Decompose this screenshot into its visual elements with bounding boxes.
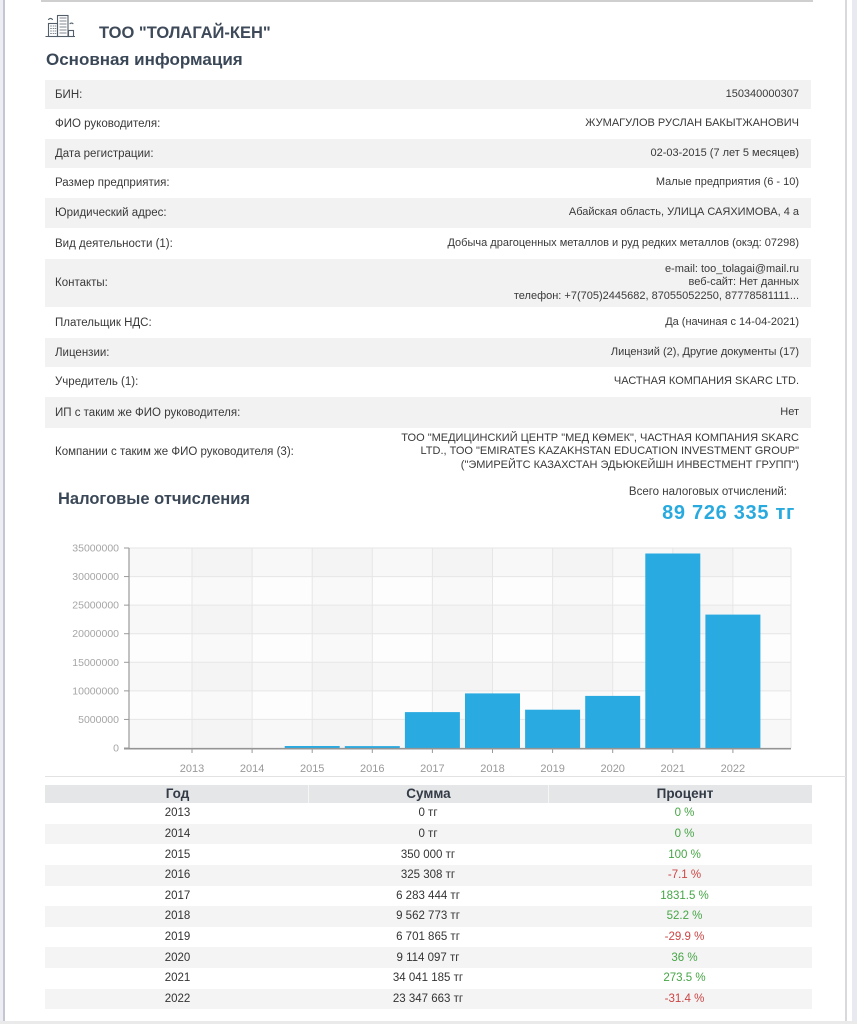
svg-text:2014: 2014	[240, 763, 264, 775]
svg-text:10000000: 10000000	[72, 685, 119, 697]
svg-text:0: 0	[113, 743, 119, 755]
svg-text:5000000: 5000000	[78, 714, 119, 726]
svg-text:30000000: 30000000	[72, 571, 119, 583]
svg-text:2021: 2021	[661, 763, 685, 775]
svg-text:2015: 2015	[300, 763, 324, 775]
svg-text:2018: 2018	[480, 763, 504, 775]
svg-text:2013: 2013	[180, 763, 204, 775]
svg-text:25000000: 25000000	[72, 600, 119, 612]
svg-text:2020: 2020	[600, 763, 624, 775]
svg-text:2017: 2017	[420, 763, 444, 775]
svg-text:20000000: 20000000	[72, 628, 119, 640]
svg-text:2019: 2019	[540, 763, 564, 775]
svg-text:15000000: 15000000	[72, 657, 119, 669]
svg-text:35000000: 35000000	[72, 543, 119, 555]
svg-text:2016: 2016	[360, 763, 384, 775]
svg-text:2022: 2022	[721, 763, 745, 775]
